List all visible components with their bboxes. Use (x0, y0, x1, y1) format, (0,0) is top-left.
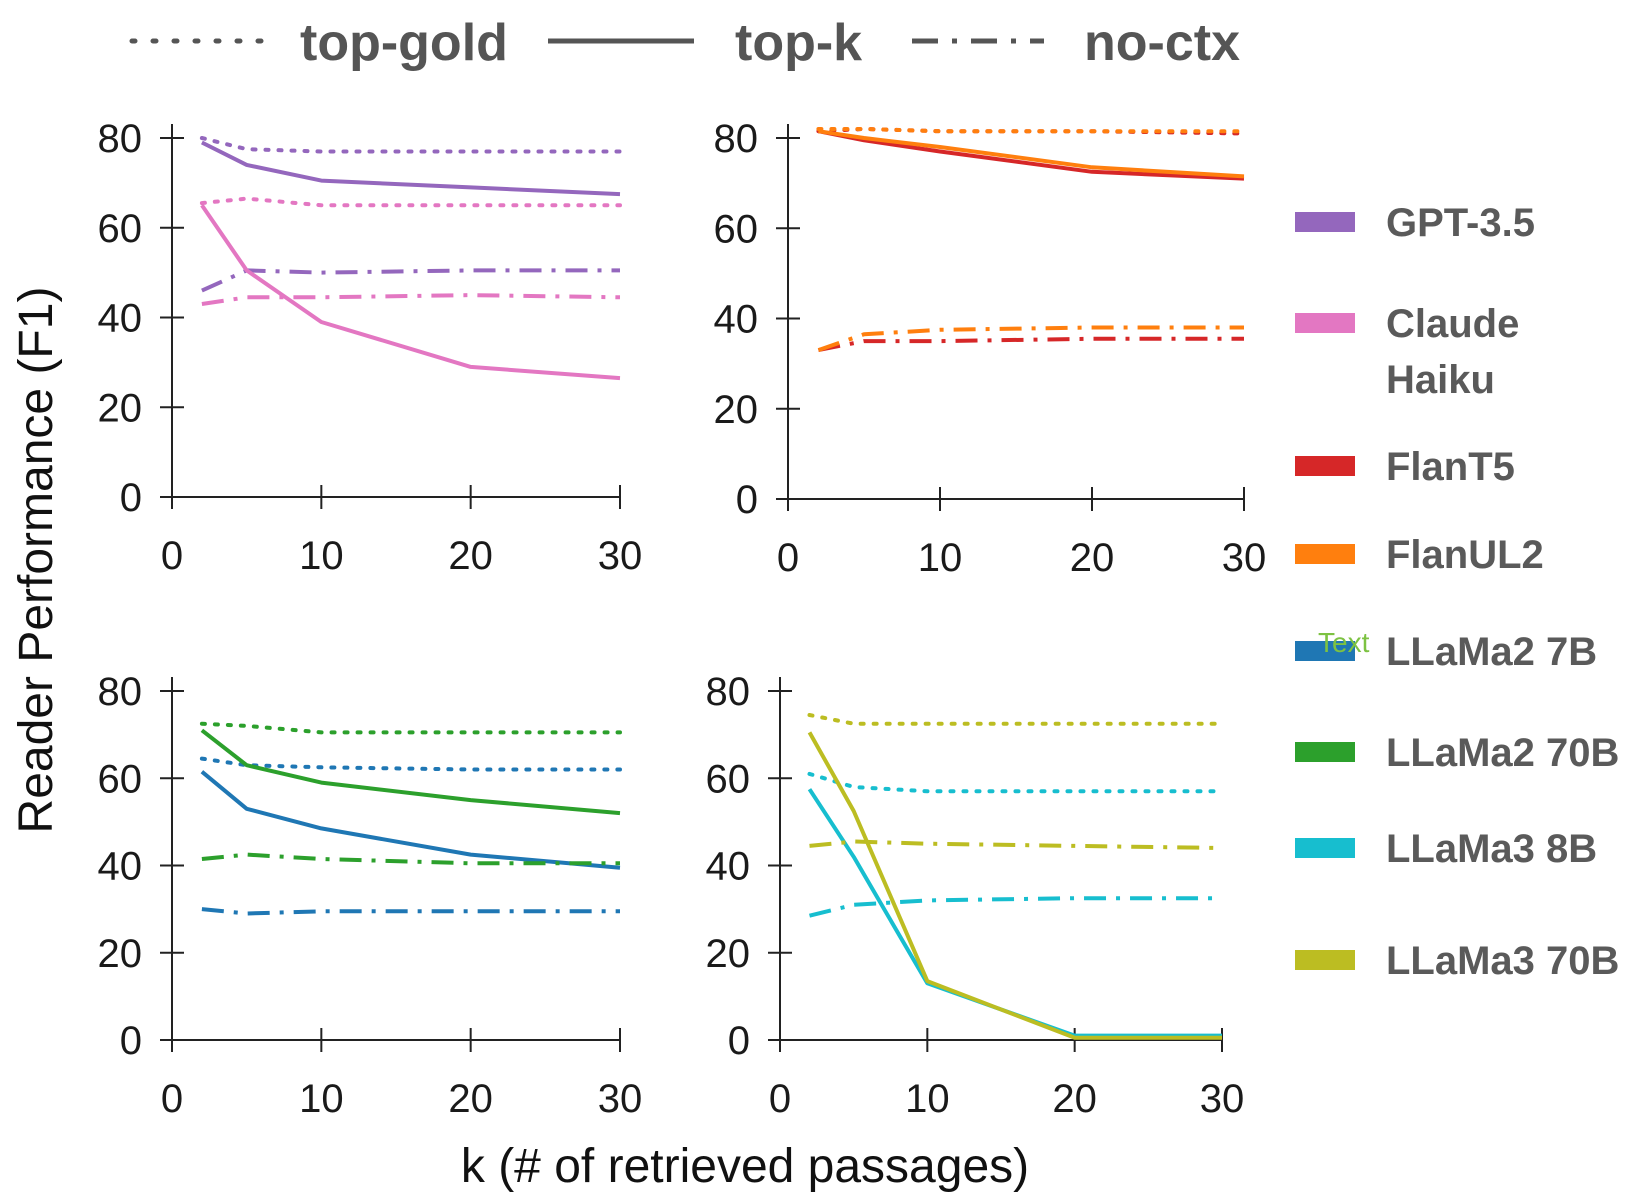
legend-swatch-llama3-8b (1295, 838, 1355, 858)
x-tick-label: 20 (1070, 536, 1115, 580)
legend-swatch-llama2-70b (1295, 742, 1355, 762)
y-tick-label: 40 (98, 297, 143, 341)
y-tick-label: 20 (706, 932, 751, 976)
legend-label-claude-haiku: Claude (1386, 302, 1519, 346)
legend-label-llama3-70b: LLaMa3 70B (1386, 939, 1619, 983)
y-tick-label: 60 (706, 757, 751, 801)
series-line-llama3-8b-no-ctx (809, 896, 1222, 918)
series-line-llama2-7b-top-gold (199, 756, 622, 772)
series-line-llama3-8b-top-gold (807, 771, 1224, 794)
y-tick-label: 60 (98, 757, 143, 801)
x-tick-label: 30 (1200, 1077, 1245, 1121)
y-tick-label: 20 (98, 386, 143, 430)
series-line-gpt-3-5-top-gold (199, 136, 622, 154)
series-line-llama2-70b-top-gold (199, 721, 622, 735)
series-line-gpt-3-5-top-k (201, 140, 621, 197)
legend-swatch-gpt-3-5 (1295, 212, 1355, 232)
series-line-claude-haiku-no-ctx (201, 293, 621, 306)
legend-label-claude-haiku-line2: Haiku (1386, 358, 1495, 402)
legend-label-flant5: FlanT5 (1386, 445, 1515, 489)
series-line-claude-haiku-top-k (200, 204, 621, 381)
series-line-flanul2-top-k (818, 129, 1245, 179)
text-annotation: Text (1318, 627, 1370, 658)
panel-2: 0 20 40 60 80 0 10 20 30 (714, 117, 1267, 580)
y-tick-label: 20 (98, 932, 143, 976)
y-tick-label: 20 (714, 388, 759, 432)
x-tick-label: 30 (1222, 536, 1267, 580)
series-line-llama2-7b-no-ctx (201, 907, 620, 916)
x-tick-label: 30 (598, 1077, 643, 1121)
series-line-claude-haiku-top-gold (199, 196, 622, 208)
line-style-legend: top-gold top-k no-ctx (129, 14, 1240, 72)
style-legend-label-no-ctx: no-ctx (1084, 14, 1240, 72)
series-line-llama2-70b-no-ctx (201, 852, 620, 866)
series-line-flanul2-top-gold (816, 127, 1246, 134)
model-legend: GPT-3.5 Claude Haiku FlanT5 FlanUL2 LLaMa2 7B… (1295, 201, 1619, 983)
y-tick-label: 40 (706, 845, 751, 889)
x-tick-label: 10 (299, 534, 344, 578)
y-tick-label: 60 (714, 207, 759, 251)
series-line-flanul2-no-ctx (817, 325, 1244, 352)
legend-swatch-llama3-70b (1295, 950, 1355, 970)
x-tick-label: 0 (769, 1077, 791, 1121)
y-tick-label: 0 (120, 476, 142, 520)
y-tick-label: 80 (714, 117, 759, 161)
x-tick-label: 20 (1052, 1077, 1097, 1121)
series-line-llama3-70b-top-k (807, 731, 1222, 1040)
legend-label-flanul2: FlanUL2 (1386, 533, 1544, 577)
legend-label-llama3-8b: LLaMa3 8B (1386, 827, 1597, 871)
legend-swatch-claude-haiku (1295, 313, 1355, 333)
legend-swatch-flant5 (1295, 456, 1355, 476)
panel-3: 0 20 40 60 80 0 10 20 30 (98, 670, 643, 1121)
x-tick-label: 20 (448, 534, 493, 578)
x-tick-label: 10 (299, 1077, 344, 1121)
series-line-gpt-3-5-no-ctx (201, 268, 620, 293)
series-line-llama3-70b-top-gold (807, 713, 1224, 726)
y-tick-label: 0 (736, 478, 758, 522)
y-tick-label: 0 (120, 1019, 142, 1063)
y-tick-label: 80 (98, 117, 143, 161)
panel-1: 0 20 40 60 80 0 10 20 30 (98, 117, 643, 578)
x-axis-title: k (# of retrieved passages) (461, 1140, 1029, 1193)
panel-4: 0 20 40 60 80 0 10 20 30 (706, 670, 1245, 1121)
legend-label-llama2-70b: LLaMa2 70B (1386, 731, 1619, 775)
legend-label-gpt-3-5: GPT-3.5 (1386, 201, 1535, 245)
style-legend-label-top-k: top-k (735, 14, 862, 72)
x-tick-label: 30 (598, 534, 643, 578)
y-axis-title: Reader Performance (F1) (10, 287, 63, 834)
y-tick-label: 80 (98, 670, 143, 714)
series-line-llama3-8b-top-k (807, 788, 1222, 1038)
y-tick-label: 40 (714, 298, 759, 342)
series-line-llama2-7b-top-k (200, 770, 621, 870)
chart-panels: 0 20 40 60 80 0 10 20 30 0 20 40 60 80 0 10 20 30 0 20 40 60 8… (98, 117, 1267, 1121)
x-tick-label: 0 (161, 1077, 183, 1121)
x-tick-label: 20 (448, 1077, 493, 1121)
series-line-flant5-no-ctx (818, 336, 1244, 353)
y-tick-label: 0 (728, 1019, 750, 1063)
x-tick-label: 0 (161, 534, 183, 578)
legend-label-llama2-7b: LLaMa2 7B (1386, 630, 1597, 674)
y-tick-label: 60 (98, 207, 143, 251)
legend-swatch-flanul2 (1295, 544, 1355, 564)
x-tick-label: 0 (777, 536, 799, 580)
x-tick-label: 10 (918, 536, 963, 580)
style-legend-label-top-gold: top-gold (300, 14, 508, 72)
y-tick-label: 40 (98, 845, 143, 889)
series-line-llama2-70b-top-k (200, 728, 621, 816)
legend-swatch-llama2-7b (1295, 641, 1355, 661)
y-tick-label: 80 (706, 670, 751, 714)
x-tick-label: 10 (905, 1077, 950, 1121)
